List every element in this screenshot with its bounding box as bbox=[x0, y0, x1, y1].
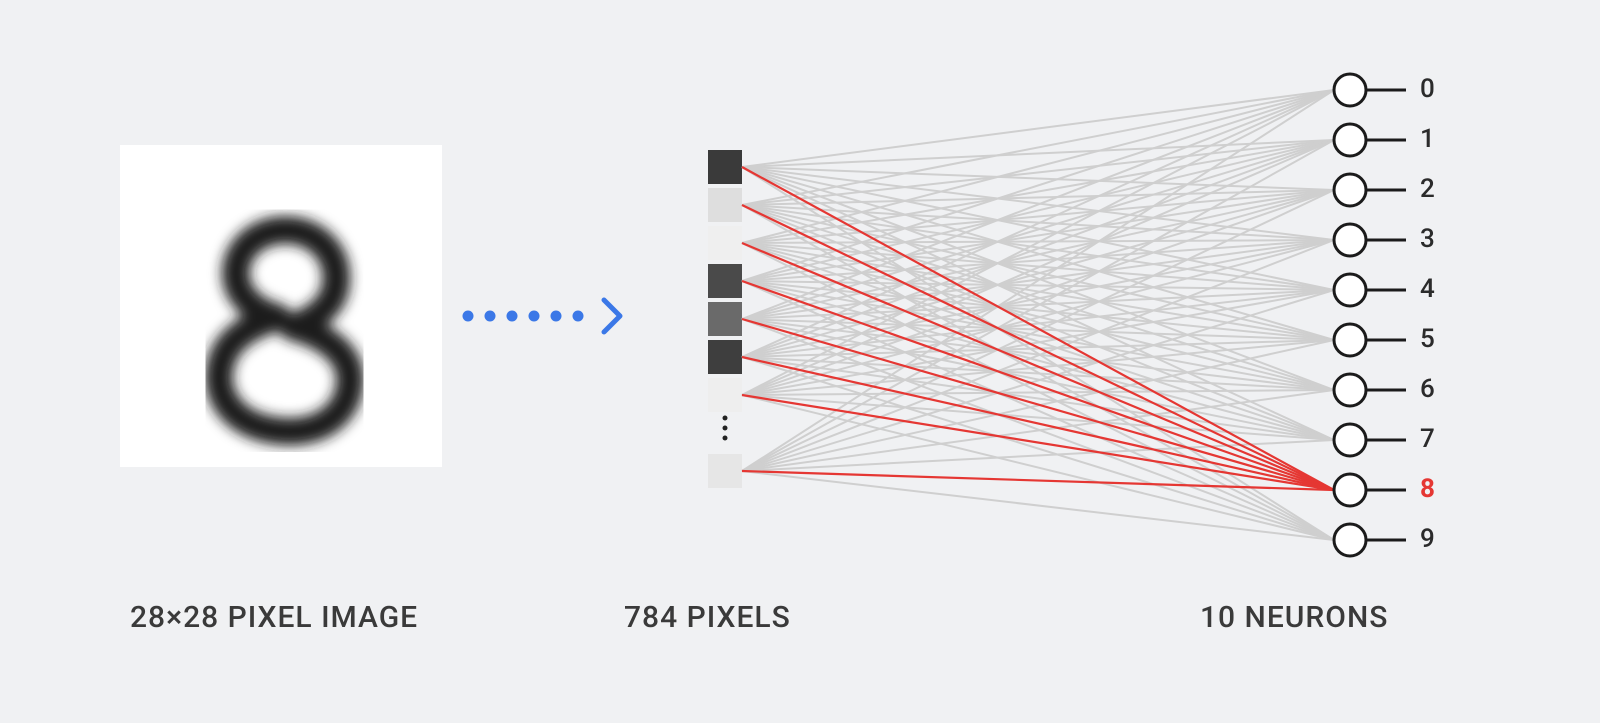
neuron bbox=[1334, 224, 1366, 256]
arrow-dotted bbox=[463, 300, 621, 332]
neuron bbox=[1334, 124, 1366, 156]
connections-gray bbox=[742, 90, 1334, 540]
neuron bbox=[1334, 474, 1366, 506]
ellipsis-dot bbox=[723, 426, 728, 431]
ellipsis-dot bbox=[723, 436, 728, 441]
output-neurons: 0 1 2 3 4 5 6 7 8 9 bbox=[1334, 74, 1435, 556]
neuron bbox=[1334, 74, 1366, 106]
caption-neurons: 10 NEURONS bbox=[1200, 600, 1388, 635]
neuron-label: 3 bbox=[1420, 224, 1435, 254]
pixel-cell bbox=[708, 188, 742, 222]
neuron bbox=[1334, 174, 1366, 206]
pixel-column bbox=[708, 150, 742, 488]
diagram-stage: 0123456789 28×28 PIXEL IMAGE 784 PIXELS … bbox=[0, 0, 1600, 723]
pixel-cell bbox=[708, 454, 742, 488]
caption-pixels: 784 PIXELS bbox=[624, 600, 791, 635]
neuron bbox=[1334, 524, 1366, 556]
neuron-label: 5 bbox=[1420, 324, 1435, 354]
pixel-cell bbox=[708, 150, 742, 184]
neuron-label: 1 bbox=[1420, 124, 1435, 154]
pixel-cell bbox=[708, 340, 742, 374]
caption-image: 28×28 PIXEL IMAGE bbox=[130, 600, 418, 635]
neuron bbox=[1334, 424, 1366, 456]
pixel-cell bbox=[708, 264, 742, 298]
pixel-cell bbox=[708, 378, 742, 412]
pixel-cell bbox=[708, 226, 742, 260]
neuron bbox=[1334, 324, 1366, 356]
neuron-label-active: 8 bbox=[1420, 474, 1435, 504]
neuron-label: 6 bbox=[1420, 374, 1435, 404]
neuron-label: 7 bbox=[1420, 424, 1435, 454]
neuron bbox=[1334, 374, 1366, 406]
neuron-label: 2 bbox=[1420, 174, 1435, 204]
neuron-label: 4 bbox=[1420, 274, 1435, 304]
pixel-cell bbox=[708, 302, 742, 336]
neuron bbox=[1334, 274, 1366, 306]
ellipsis-dot bbox=[723, 416, 728, 421]
neuron-label: 9 bbox=[1420, 524, 1435, 554]
neuron-label: 0 bbox=[1420, 74, 1435, 104]
